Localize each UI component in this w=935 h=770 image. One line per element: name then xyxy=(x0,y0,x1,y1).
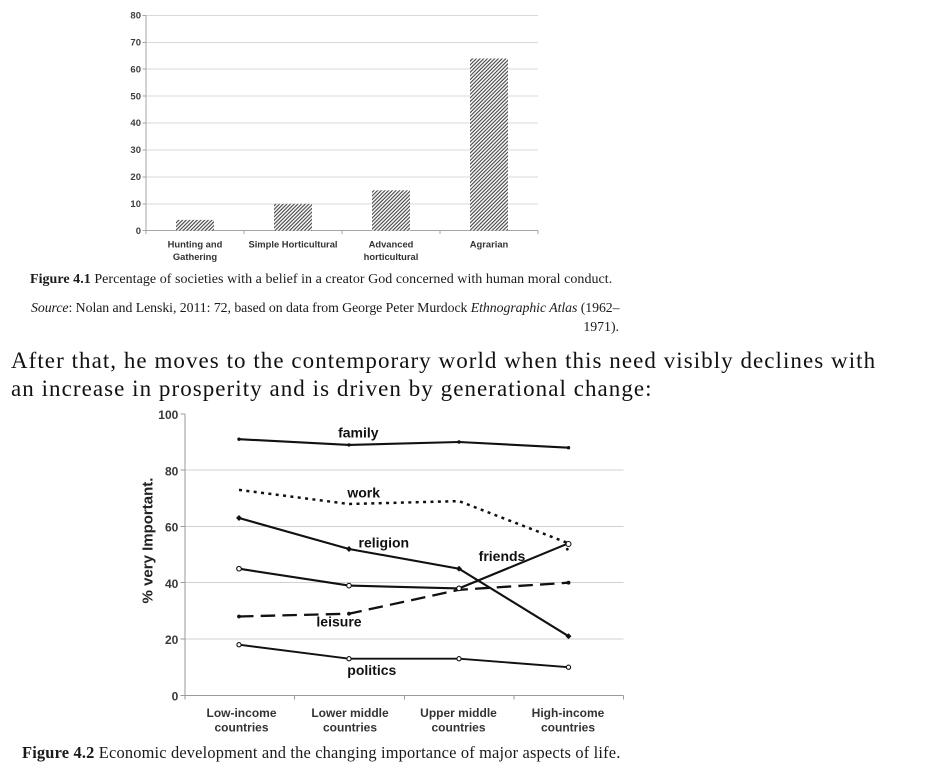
svg-text:horticultural: horticultural xyxy=(364,251,419,262)
svg-text:Simple Horticultural: Simple Horticultural xyxy=(248,238,337,249)
svg-text:60: 60 xyxy=(130,64,141,75)
svg-text:Lower middle: Lower middle xyxy=(311,706,389,720)
svg-text:religion: religion xyxy=(359,535,410,551)
svg-text:10: 10 xyxy=(130,199,141,210)
svg-text:20: 20 xyxy=(130,172,141,183)
svg-text:60: 60 xyxy=(165,521,179,535)
svg-text:Gathering: Gathering xyxy=(173,251,218,262)
svg-text:0: 0 xyxy=(172,690,179,704)
svg-text:countries: countries xyxy=(323,721,377,735)
svg-text:70: 70 xyxy=(130,37,141,48)
svg-text:High-income: High-income xyxy=(532,706,605,720)
svg-text:30: 30 xyxy=(130,145,141,156)
svg-text:% very Important.: % very Important. xyxy=(140,478,157,604)
svg-text:work: work xyxy=(346,484,380,500)
svg-text:friends: friends xyxy=(479,548,526,564)
svg-text:Upper middle: Upper middle xyxy=(420,706,497,720)
svg-text:50: 50 xyxy=(130,91,141,102)
svg-text:Advanced: Advanced xyxy=(369,238,414,249)
svg-text:100: 100 xyxy=(158,408,178,422)
svg-text:countries: countries xyxy=(214,721,268,735)
svg-text:countries: countries xyxy=(541,721,595,735)
svg-text:0: 0 xyxy=(136,226,141,237)
svg-text:family: family xyxy=(338,425,379,441)
svg-text:80: 80 xyxy=(130,11,141,22)
svg-text:80: 80 xyxy=(165,464,179,478)
svg-text:countries: countries xyxy=(431,721,485,735)
svg-text:politics: politics xyxy=(347,662,396,678)
svg-text:Hunting and: Hunting and xyxy=(168,238,223,249)
svg-text:20: 20 xyxy=(165,633,179,647)
svg-text:40: 40 xyxy=(130,118,141,129)
svg-text:leisure: leisure xyxy=(316,614,361,630)
svg-text:Low-income: Low-income xyxy=(206,706,276,720)
svg-text:Agrarian: Agrarian xyxy=(470,238,509,249)
svg-text:40: 40 xyxy=(165,577,179,591)
